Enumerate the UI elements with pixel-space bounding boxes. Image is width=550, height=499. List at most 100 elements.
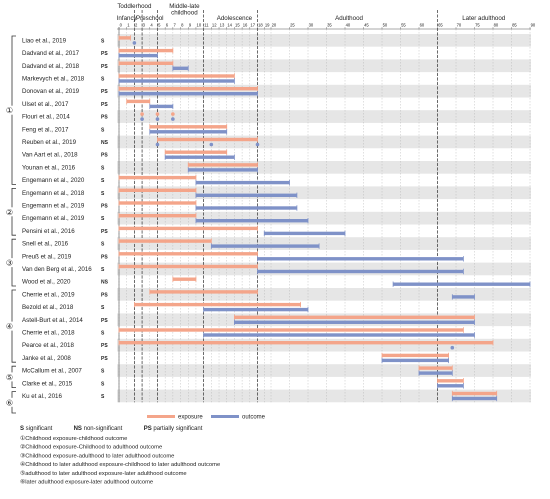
exposure-bar (134, 302, 301, 307)
x-tick-label: 7 (173, 23, 176, 28)
exposure-point (171, 112, 175, 116)
row-band (117, 34, 531, 47)
x-tick-label: 4 (150, 23, 153, 28)
outcome-bar (119, 92, 258, 96)
x-tick-label: 11 (204, 23, 209, 28)
outcome-point (450, 345, 455, 350)
significance-code: S (101, 76, 105, 82)
outcome-bar (195, 219, 308, 223)
x-tick-label: 10 (197, 23, 202, 28)
study-label: Dadvand et al., 2017 (22, 50, 80, 57)
row-band (117, 59, 531, 73)
outcome-point (140, 117, 144, 121)
exposure-bar (234, 315, 475, 319)
significance-code: PS (101, 64, 108, 70)
row-band (117, 186, 531, 200)
study-label: Younan et al., 2016 (22, 164, 76, 171)
exposure-point (155, 112, 160, 116)
outcome-point (132, 41, 137, 45)
x-tick-label: 18 (258, 23, 263, 28)
group-label: ③ (6, 259, 13, 268)
x-tick-label: 17 (250, 23, 255, 28)
x-tick-label: 50 (383, 23, 388, 28)
x-tick-label: 40 (346, 23, 351, 28)
significance-code: PS (101, 51, 108, 57)
outcome-point (155, 117, 160, 121)
exposure-bar (149, 125, 227, 129)
group-note: ④Childhood to later adulthood exposure-c… (20, 461, 220, 468)
row-band (117, 237, 531, 250)
group-notes: ①Childhood exposure-childhood outcome ②Ch… (20, 435, 220, 486)
significance-code: S (101, 165, 105, 171)
legend-label-exposure: exposure (178, 415, 203, 421)
exposure-bar (119, 175, 196, 180)
outcome-bar (165, 155, 235, 159)
x-tick-label: 70 (457, 23, 462, 28)
study-label: Ku et al., 2016 (22, 393, 62, 400)
exposure-bar (119, 239, 212, 243)
significance-code: NS (101, 140, 109, 146)
x-tick-label: 65 (438, 23, 443, 28)
exposure-bar (119, 36, 131, 40)
exposure-bar (452, 391, 497, 396)
study-label: Bezold et al., 2018 (22, 304, 74, 311)
study-label: Astell-Burt et al., 2014 (22, 317, 83, 324)
exposure-bar (119, 252, 258, 256)
outcome-bar (195, 180, 290, 185)
x-tick-label: 13 (220, 23, 225, 28)
exposure-bar (119, 341, 493, 345)
x-tick-label: 55 (401, 23, 406, 28)
group-label: ① (6, 106, 13, 115)
data-bars (118, 35, 531, 402)
exposure-bar (119, 264, 258, 269)
row-band (117, 338, 531, 352)
row-band (117, 364, 531, 377)
study-label: Markevych et al., 2018 (22, 75, 85, 82)
x-tick-label: 25 (290, 23, 295, 28)
exposure-bar (119, 87, 258, 91)
study-label: McCallum et al., 2007 (22, 368, 82, 375)
outcome-bar (452, 295, 475, 299)
exposure-bar (119, 74, 235, 78)
stage-label: Infancy (117, 15, 138, 22)
row-band (117, 211, 531, 225)
x-tick-label: 60 (420, 23, 425, 28)
x-tick-label: 5 (158, 23, 161, 28)
outcome-point (209, 142, 214, 147)
x-tick-label: 20 (272, 23, 277, 28)
x-tick-label: 90 (531, 23, 536, 28)
exposure-bar (188, 163, 258, 167)
significance-legend-item: S significant (20, 426, 53, 432)
study-label: Engemann et al., 2019 (22, 215, 85, 222)
significance-legend-item: PS partially significant (144, 426, 203, 432)
x-tick-labels: 0 1 2 3 4 5 6 7 8 9 10 11 12 13 14 15 16 17 18 19 20 25 30 35 40… (118, 23, 536, 29)
study-label: Pensini et al., 2016 (22, 228, 75, 235)
stage-label: Adolescence (217, 15, 253, 22)
study-label: Feng et al., 2017 (22, 126, 69, 133)
group-label-bg (5, 321, 14, 331)
group-label: ⑥ (6, 398, 13, 407)
group-label-bg (5, 207, 14, 217)
significance-code: S (101, 394, 105, 400)
row-band (117, 389, 531, 403)
outcome-bar (172, 66, 189, 70)
study-label: Ulset et al., 2017 (22, 101, 69, 108)
row-band (117, 84, 531, 98)
outcome-point (171, 117, 175, 121)
outcome-bar (149, 130, 227, 134)
outcome-bar (382, 358, 449, 363)
significance-code: PS (101, 102, 108, 108)
group-note: ③Childhood exposure-adulthood to later a… (20, 452, 174, 459)
outcome-bar (257, 269, 464, 274)
outcome-bar (419, 371, 453, 375)
significance-legend-item: NS non-significant (74, 426, 123, 432)
study-label: Clarke et al., 2015 (22, 380, 73, 387)
group-brackets: ① ② ③ ④ ⑤ ⑥ (5, 35, 16, 414)
group-label: ④ (6, 322, 13, 331)
significance-legend: S significant NS non-significant PS partia… (20, 426, 203, 432)
exposure-bar (119, 48, 173, 53)
significance-code: PS (101, 343, 108, 349)
study-label: Janke et al., 2008 (22, 355, 71, 362)
legend-label-outcome: outcome (242, 415, 266, 421)
